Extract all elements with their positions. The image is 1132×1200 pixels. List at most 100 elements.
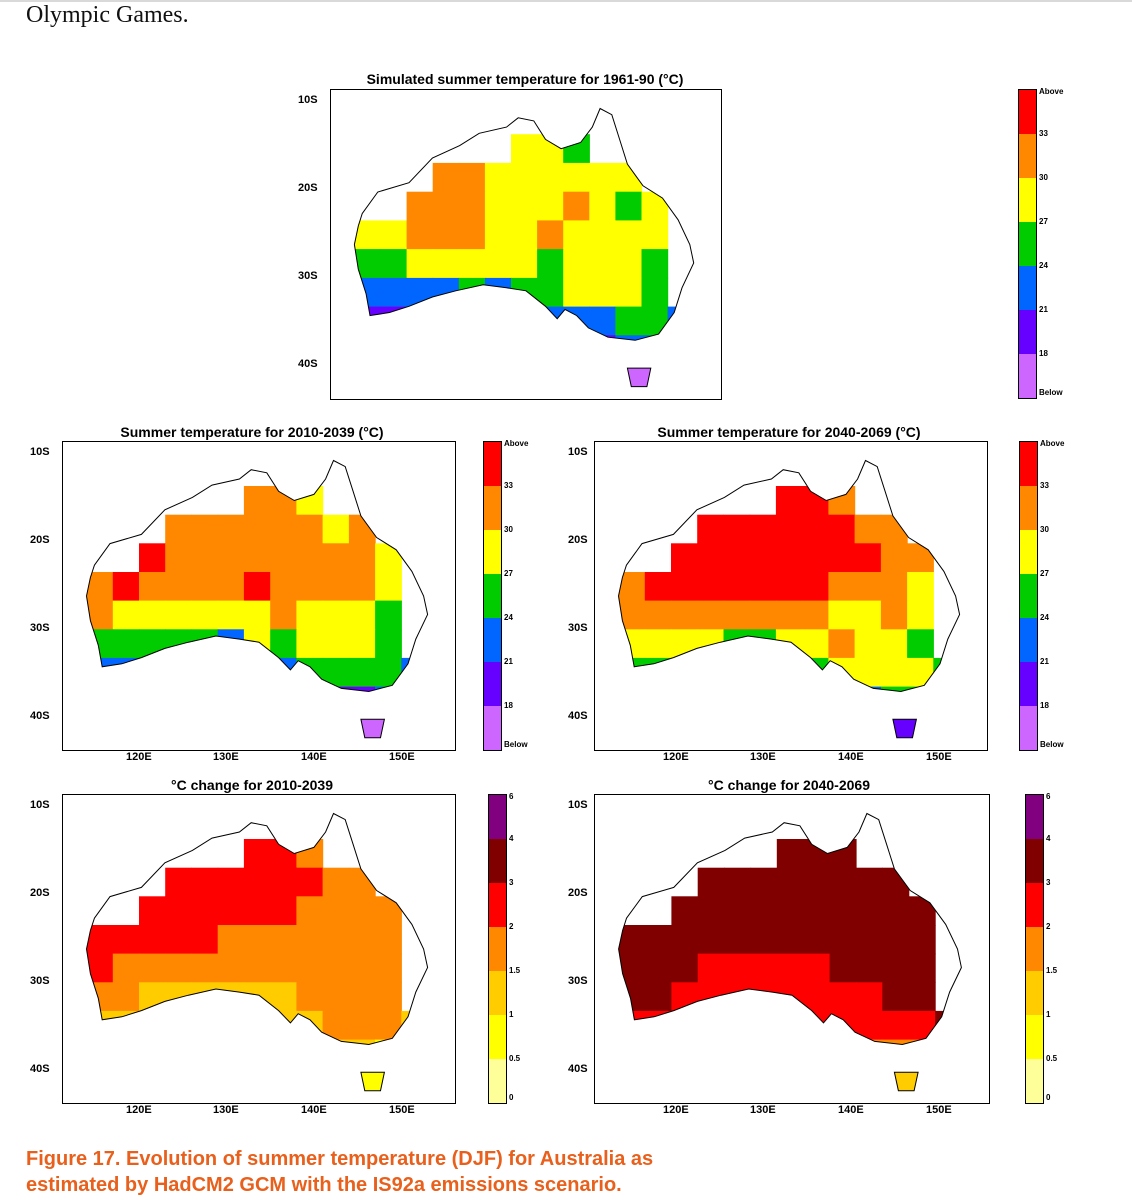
grid-cell	[375, 572, 402, 602]
legend-label: 1.5	[1046, 966, 1058, 975]
grid-cell	[86, 953, 114, 983]
grid-cell	[432, 306, 460, 336]
grid-cell	[855, 896, 883, 926]
lat-label-30s: 30S	[568, 975, 588, 987]
grid-cell	[775, 657, 803, 688]
lat-label-30s: 30S	[568, 622, 588, 634]
grid-cell	[749, 686, 777, 692]
grid-cell	[401, 657, 428, 688]
grid-cell	[697, 543, 724, 573]
grid-cell	[563, 335, 590, 341]
grid-cell	[854, 657, 882, 688]
map-frame	[594, 441, 988, 751]
grid-cell	[354, 249, 382, 279]
legend-label: Below	[504, 740, 528, 749]
grid-cell	[775, 514, 803, 544]
grid-cell	[854, 600, 882, 630]
grid-cell	[375, 1039, 402, 1045]
grid-cell	[270, 486, 297, 516]
grid-cell	[511, 306, 538, 336]
grid-cell	[243, 514, 271, 544]
grid-cell	[615, 335, 643, 341]
grid-cell	[191, 629, 219, 659]
grid-cell	[641, 249, 669, 279]
grid-cell	[243, 925, 271, 955]
lon-label-140e: 140E	[838, 751, 864, 763]
grid-cell	[217, 543, 245, 573]
grid-cell	[484, 277, 512, 308]
grid-cell	[511, 335, 538, 341]
legend-swatch	[484, 618, 501, 662]
legend-label: 27	[1039, 217, 1048, 226]
grid-cell	[165, 572, 192, 602]
legend-label: 27	[504, 569, 513, 578]
grid-cell	[191, 600, 219, 630]
legend-label: 24	[1040, 613, 1049, 622]
grid-cell	[907, 572, 934, 602]
grid-cell	[217, 657, 245, 688]
legend-colorbar	[1025, 794, 1044, 1104]
grid-cell	[348, 600, 376, 630]
lat-label-20s: 20S	[30, 887, 50, 899]
grid-cell	[484, 162, 512, 193]
grid-cell	[855, 1039, 883, 1045]
grid-cell	[348, 514, 376, 544]
grid-cell	[243, 953, 271, 983]
grid-cell	[191, 982, 219, 1012]
lon-label-140e: 140E	[301, 751, 327, 763]
grid-cell	[775, 600, 803, 630]
grid-cell	[139, 1010, 166, 1041]
map-frame	[62, 441, 456, 751]
grid-cell	[375, 982, 402, 1012]
grid-cell	[375, 543, 402, 573]
grid-cell	[802, 629, 829, 659]
grid-cell	[217, 686, 245, 692]
grid-cell	[458, 306, 486, 336]
grid-cell	[855, 1010, 883, 1041]
grid-cell	[880, 657, 908, 688]
legend-swatch	[1019, 354, 1036, 398]
grid-cell	[671, 1010, 699, 1041]
legend-label: 21	[504, 657, 513, 666]
coastline	[617, 459, 961, 693]
grid-cell	[270, 600, 297, 630]
grid-cell	[589, 162, 616, 193]
map-canvas	[85, 812, 429, 1092]
grid-cell	[697, 896, 725, 926]
grid-cell	[697, 867, 725, 897]
legend-label: 1.5	[509, 966, 521, 975]
legend-swatch	[1026, 795, 1043, 839]
grid-cell	[723, 657, 751, 688]
lat-label-20s: 20S	[30, 534, 50, 546]
grid-cell	[270, 867, 297, 897]
lon-label-150e: 150E	[926, 751, 952, 763]
grid-cell	[749, 600, 777, 630]
legend-label: 30	[1039, 173, 1048, 182]
lon-label-130e: 130E	[750, 1104, 776, 1116]
grid-cell	[432, 191, 460, 221]
lat-label-10s: 10S	[30, 446, 50, 458]
legend-swatch	[1026, 971, 1043, 1015]
grid-cell	[828, 572, 856, 602]
grid-cell	[348, 867, 376, 897]
grid-cell	[217, 867, 245, 897]
grid-cell	[775, 572, 803, 602]
legend-label: Below	[1040, 740, 1064, 749]
grid-cell	[697, 953, 725, 983]
grid-cell	[296, 839, 324, 869]
legend-swatch	[1019, 266, 1036, 310]
grid-cell	[348, 629, 376, 659]
grid-cell	[296, 867, 324, 897]
grid-cell	[615, 249, 643, 279]
lon-label-120e: 120E	[126, 751, 152, 763]
grid-cell	[112, 953, 140, 983]
legend-swatch	[489, 971, 506, 1015]
grid-cell	[165, 543, 192, 573]
grid-cell	[907, 600, 934, 630]
grid-cell	[563, 134, 590, 164]
grid-cell	[511, 249, 538, 279]
grid-cell	[776, 1039, 804, 1045]
legend-swatch	[1020, 530, 1037, 574]
temperature-grid	[618, 839, 962, 1045]
legend-swatch	[1020, 486, 1037, 530]
